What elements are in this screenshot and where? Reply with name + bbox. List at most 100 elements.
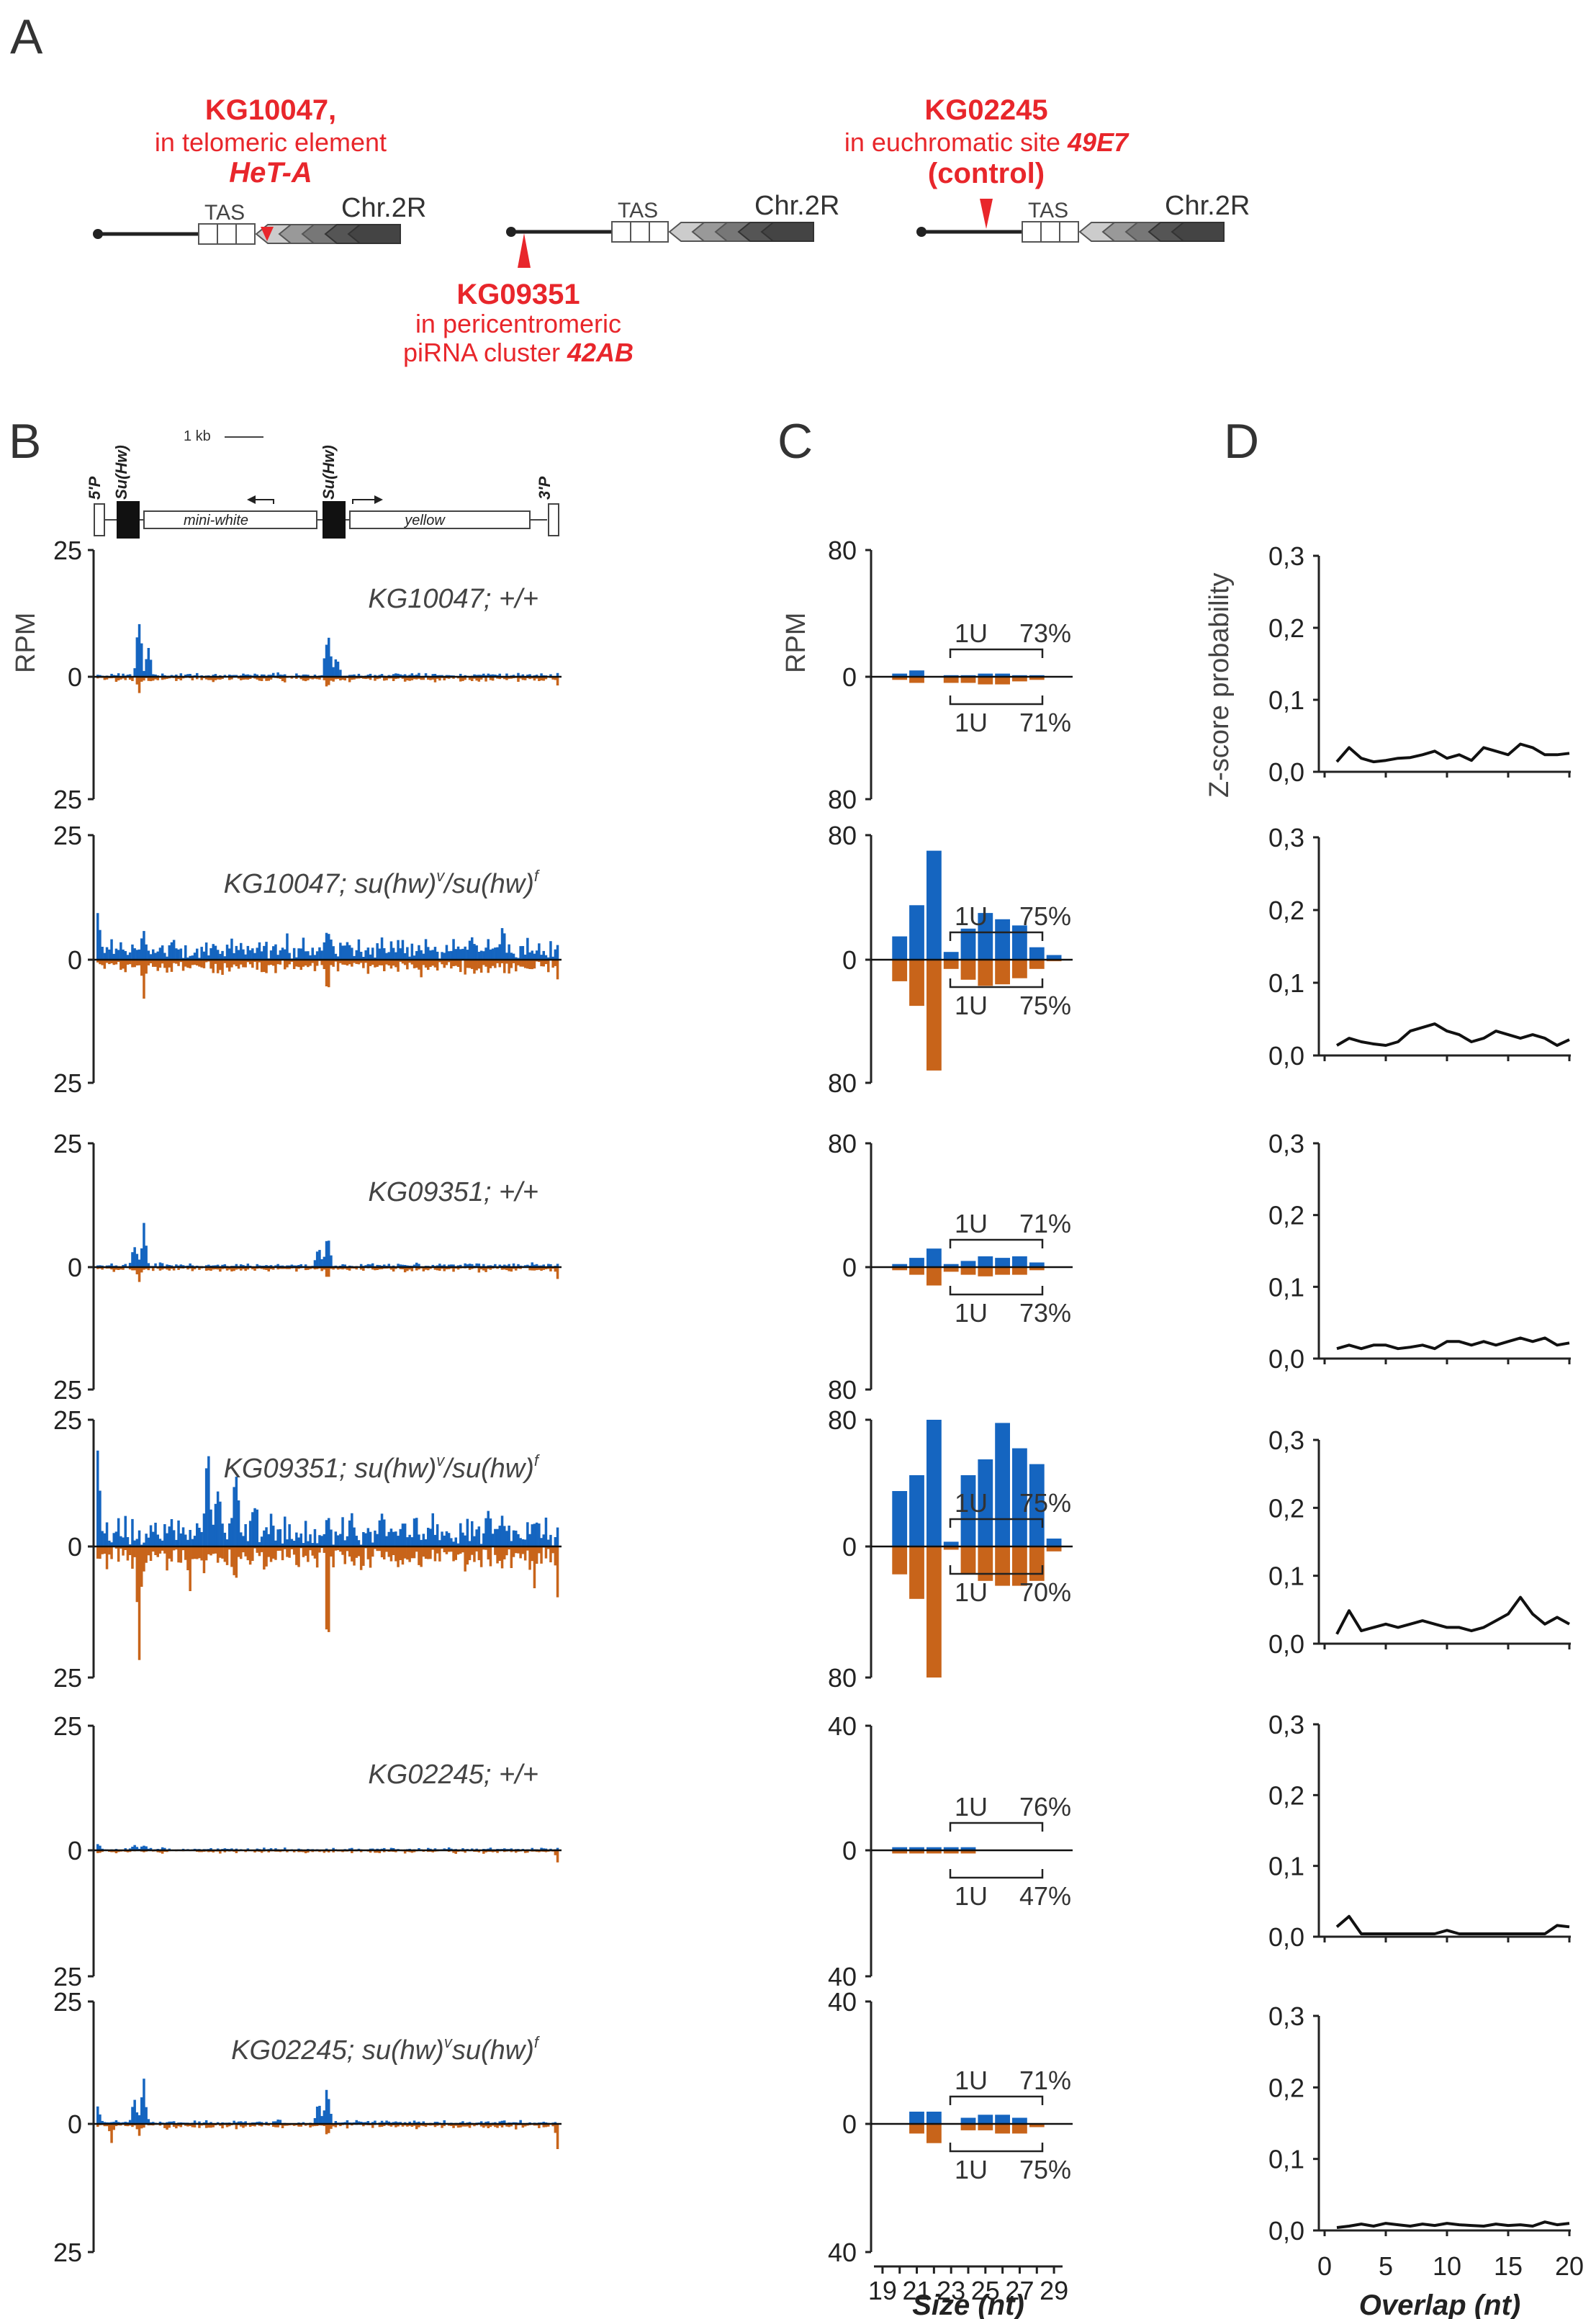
coverage-y-tick-label: 25: [53, 536, 82, 565]
coverage-antisense-bar: [126, 1546, 130, 1561]
coverage-sense-bar: [295, 673, 298, 677]
coverage-antisense-bar: [200, 960, 203, 968]
coverage-antisense-bar: [202, 1546, 206, 1574]
coverage-sense-bar: [260, 951, 263, 960]
coverage-antisense-bar: [114, 677, 118, 682]
coverage-antisense-bar: [397, 2124, 400, 2127]
coverage-sense-bar: [443, 1535, 446, 1546]
coverage-antisense-bar: [473, 2124, 476, 2127]
sense-1u-bracket: [949, 1238, 1044, 1248]
size-y-tick-label: 0: [842, 1253, 857, 1282]
coverage-sense-bar: [251, 948, 254, 960]
coverage-sense-bar: [328, 1240, 330, 1267]
coverage-antisense-bar: [341, 1267, 344, 1270]
size-sense-bar: [1029, 1464, 1045, 1546]
coverage-sense-bar: [508, 1526, 510, 1546]
size-sense-bar: [892, 673, 908, 677]
coverage-antisense-bar: [281, 2124, 284, 2128]
coverage-antisense-bar: [143, 1850, 145, 1852]
coverage-antisense-bar: [526, 960, 529, 969]
sense-1u-bracket: [949, 2095, 1044, 2105]
coverage-antisense-bar: [204, 2124, 208, 2128]
coverage-sense-bar: [528, 1534, 531, 1546]
coverage-antisense-bar: [161, 1267, 164, 1270]
coverage-y-tick-label: 0: [68, 1532, 82, 1562]
size-sense-bar: [960, 1261, 976, 1267]
coverage-antisense-bar: [491, 1850, 495, 1852]
coverage-antisense-bar: [353, 677, 356, 680]
size-x-tick-label: 21: [903, 2276, 932, 2305]
coverage-antisense-bar: [517, 677, 520, 682]
coverage-antisense-bar: [117, 960, 120, 962]
coverage-sense-bar: [479, 675, 483, 677]
coverage-antisense-bar: [376, 677, 379, 680]
coverage-sense-bar: [214, 1265, 217, 1267]
coverage-antisense-bar: [410, 1546, 414, 1559]
size-antisense-bar: [960, 1267, 976, 1275]
coverage-sense-bar: [276, 955, 279, 960]
coverage-antisense-bar: [547, 960, 550, 973]
coverage-antisense-bar: [260, 1546, 263, 1552]
coverage-sense-bar: [330, 1255, 333, 1267]
coverage-sense-bar: [392, 1848, 395, 1850]
coverage-sense-bar: [348, 675, 351, 677]
p5-label: 5'P: [86, 477, 104, 500]
coverage-antisense-bar: [166, 960, 168, 973]
coverage-sense-bar: [214, 1503, 217, 1546]
coverage-antisense-bar: [408, 2124, 411, 2126]
coverage-sense-bar: [427, 1528, 430, 1546]
size-antisense-bar: [943, 677, 959, 683]
coverage-sense-bar: [412, 1264, 416, 1267]
coverage-antisense-bar: [149, 1546, 153, 1561]
coverage-sense-bar: [209, 2122, 212, 2124]
coverage-sense-bar: [431, 674, 434, 677]
zscore-y-tick-label: 0,0: [1268, 1629, 1304, 1659]
coverage-antisense-bar: [385, 1546, 388, 1552]
coverage-antisense-bar: [475, 960, 478, 971]
coverage-sense-bar: [137, 1530, 141, 1546]
tas-label: TAS: [204, 201, 245, 225]
coverage-antisense-bar: [179, 677, 183, 680]
size-antisense-bar: [892, 1267, 908, 1271]
size-antisense-bar: [909, 677, 924, 683]
size-y-tick-label: 40: [828, 1711, 857, 1741]
coverage-sense-bar: [158, 1262, 162, 1267]
coverage-sense-bar: [332, 1847, 335, 1850]
coverage-antisense-bar: [489, 2124, 492, 2127]
genotype-label: KG10047; +/+: [368, 584, 538, 614]
coverage-antisense-bar: [359, 1850, 363, 1852]
coverage-sense-bar: [508, 1264, 510, 1267]
coverage-sense-bar: [133, 2099, 136, 2124]
coverage-antisense-bar: [359, 1546, 363, 1570]
coverage-antisense-bar: [420, 1546, 423, 1567]
coverage-sense-bar: [389, 1528, 393, 1546]
coverage-antisense-bar: [424, 1267, 428, 1270]
coverage-sense-bar: [145, 1846, 148, 1850]
size-sense-bar: [892, 1491, 908, 1546]
size-antisense-bar: [960, 960, 976, 980]
coverage-antisense-bar: [230, 677, 233, 680]
size-antisense-bar: [943, 1546, 959, 1550]
coverage-antisense-bar: [380, 1267, 384, 1269]
coverage-antisense-bar: [117, 1546, 120, 1562]
coverage-sense-bar: [477, 1526, 481, 1546]
coverage-sense-bar: [510, 1848, 513, 1850]
coverage-antisense-bar: [137, 2124, 141, 2136]
coverage-sense-bar: [235, 1264, 238, 1267]
coverage-antisense-bar: [304, 1267, 307, 1271]
coverage-sense-bar: [179, 1533, 183, 1546]
size-x-tick-label: 27: [1005, 2276, 1034, 2305]
coverage-sense-bar: [318, 947, 321, 960]
coverage-antisense-bar: [228, 1267, 231, 1270]
coverage-sense-bar: [418, 2121, 420, 2124]
size-sense-bar: [927, 2112, 942, 2124]
coverage-antisense-bar: [551, 677, 554, 680]
coverage-antisense-bar: [515, 1546, 518, 1554]
coverage-antisense-bar: [339, 960, 342, 963]
coverage-sense-bar: [279, 2120, 282, 2124]
coverage-sense-bar: [269, 1848, 273, 1850]
coverage-sense-bar: [401, 1264, 405, 1267]
coverage-sense-bar: [540, 1847, 543, 1850]
